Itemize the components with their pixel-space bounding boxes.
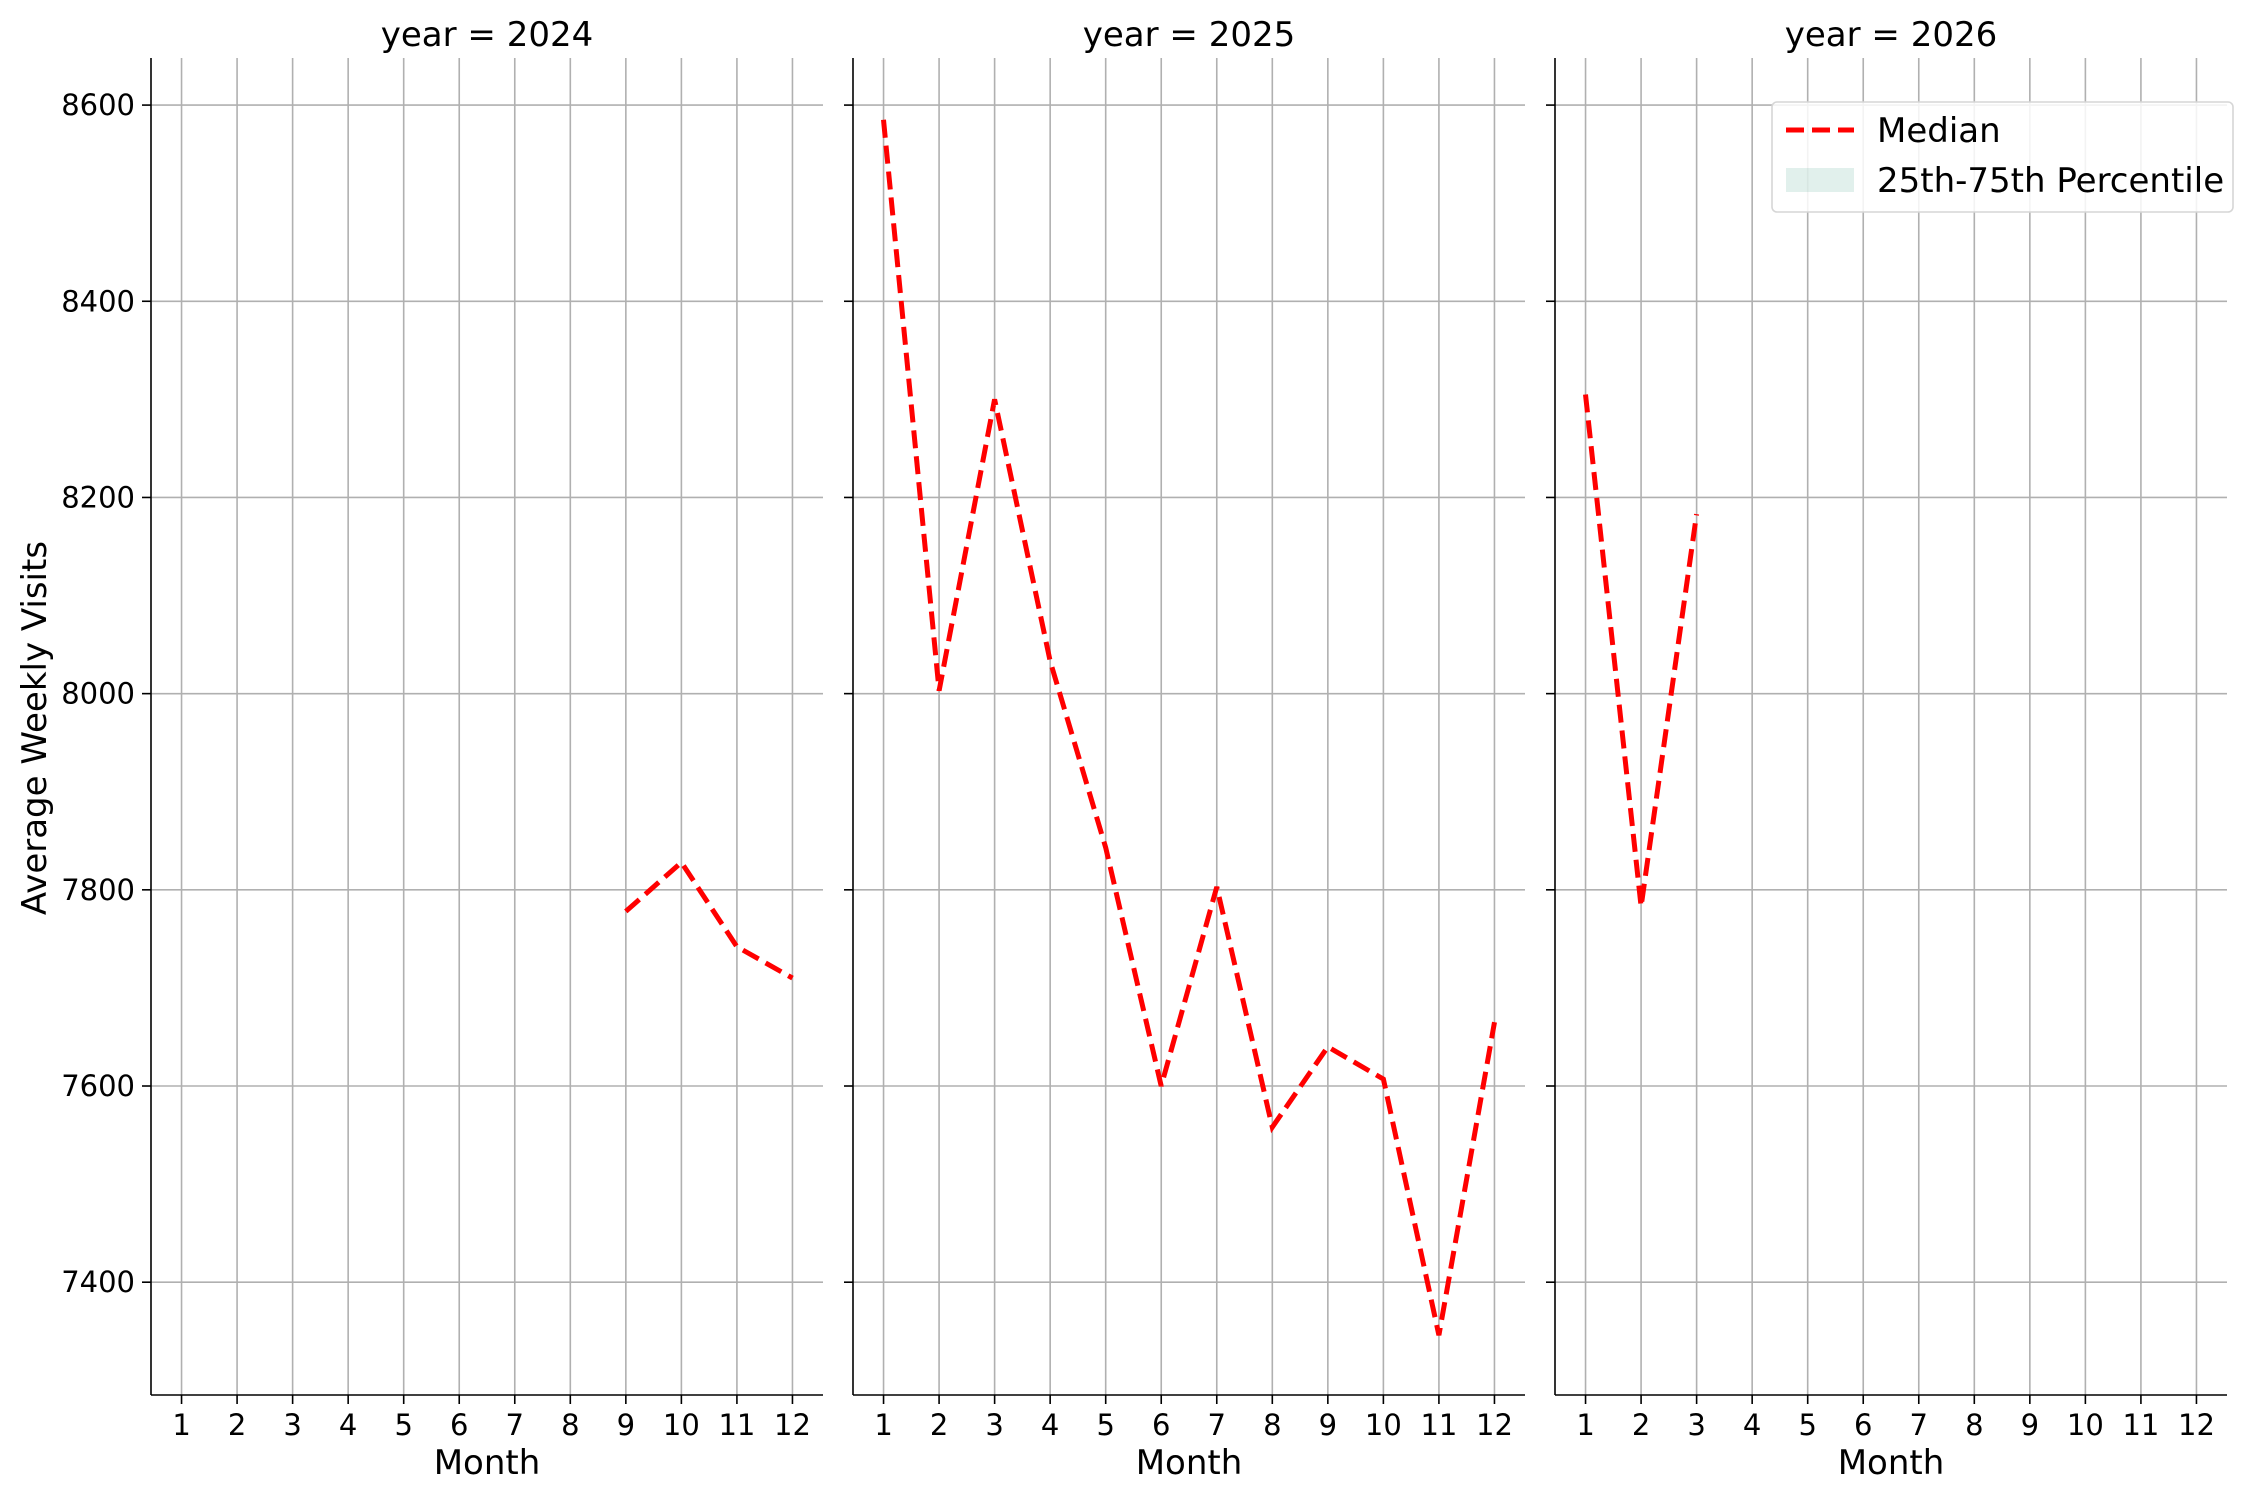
x-tick-label: 7 (1208, 1408, 1226, 1442)
x-tick-label: 11 (2122, 1408, 2159, 1442)
y-tick-label: 7400 (61, 1265, 135, 1299)
x-tick-label: 4 (1743, 1408, 1761, 1442)
legend-box (1771, 101, 2234, 213)
x-tick-label: 1 (874, 1408, 892, 1442)
panel-title: year = 2026 (1785, 15, 1997, 55)
panel-1: 1 2 3 4 5 6 7 8 9 10 11 127400760078008000820084008… (61, 15, 823, 1483)
x-axis-label: Month (1838, 1443, 1945, 1483)
legend-percentile-swatch (1786, 168, 1854, 192)
legend: Median 25th-75th Percentile (1771, 101, 2234, 213)
x-tick-label: 3 (985, 1408, 1003, 1442)
x-tick-label: 12 (1476, 1408, 1513, 1442)
median-series-line (1583, 394, 1700, 907)
x-tick-label: 10 (1365, 1408, 1402, 1442)
grid-lines (853, 58, 1525, 1395)
x-tick-label: 9 (617, 1408, 635, 1442)
y-tick-label: 8600 (61, 88, 135, 122)
y-tick-label: 7800 (61, 873, 135, 907)
x-tick-label: 7 (1910, 1408, 1928, 1442)
x-tick-label: 10 (2067, 1408, 2104, 1442)
x-tick-label: 4 (339, 1408, 357, 1442)
x-tick-label: 2 (1632, 1408, 1650, 1442)
x-tick-label: 2 (228, 1408, 246, 1442)
median-series-line (881, 119, 1497, 1336)
x-tick-label: 12 (2178, 1408, 2215, 1442)
x-tick-label: 9 (1319, 1408, 1337, 1442)
grid-lines (151, 58, 823, 1395)
y-tick-label: 8000 (61, 677, 135, 711)
x-axis-label: Month (434, 1443, 541, 1483)
x-tick-label: 11 (1420, 1408, 1457, 1442)
grid-lines (1555, 58, 2227, 1395)
x-tick-label: 4 (1041, 1408, 1059, 1442)
y-tick-label: 8400 (61, 284, 135, 318)
x-tick-label: 6 (1152, 1408, 1170, 1442)
x-tick-label: 5 (1096, 1408, 1114, 1442)
x-tick-label: 3 (283, 1408, 301, 1442)
x-tick-label: 8 (1965, 1408, 1983, 1442)
x-tick-label: 9 (2021, 1408, 2039, 1442)
x-tick-label: 10 (663, 1408, 700, 1442)
x-tick-label: 5 (1798, 1408, 1816, 1442)
x-tick-label: 8 (561, 1408, 579, 1442)
x-tick-label: 1 (172, 1408, 190, 1442)
chart-panels: 1 2 3 4 5 6 7 8 9 10 11 127400760078008000820084008… (61, 15, 2227, 1483)
x-tick-label: 12 (774, 1408, 811, 1442)
median-series-line (624, 858, 794, 981)
x-tick-label: 11 (718, 1408, 755, 1442)
y-tick-label: 7600 (61, 1069, 135, 1103)
legend-median-label: Median (1877, 111, 2001, 151)
x-tick-label: 8 (1263, 1408, 1281, 1442)
panel-title: year = 2025 (1083, 15, 1295, 55)
x-tick-label: 6 (1854, 1408, 1872, 1442)
x-tick-label: 1 (1576, 1408, 1594, 1442)
x-tick-label: 5 (394, 1408, 412, 1442)
x-tick-label: 6 (450, 1408, 468, 1442)
x-axis-label: Month (1136, 1443, 1243, 1483)
x-tick-label: 7 (506, 1408, 524, 1442)
legend-percentile-label: 25th-75th Percentile (1877, 161, 2224, 201)
y-tick-label: 8200 (61, 480, 135, 514)
panel-title: year = 2024 (381, 15, 593, 55)
y-axis-label: Average Weekly Visits (15, 541, 55, 915)
x-tick-label: 3 (1687, 1408, 1705, 1442)
x-tick-label: 2 (930, 1408, 948, 1442)
